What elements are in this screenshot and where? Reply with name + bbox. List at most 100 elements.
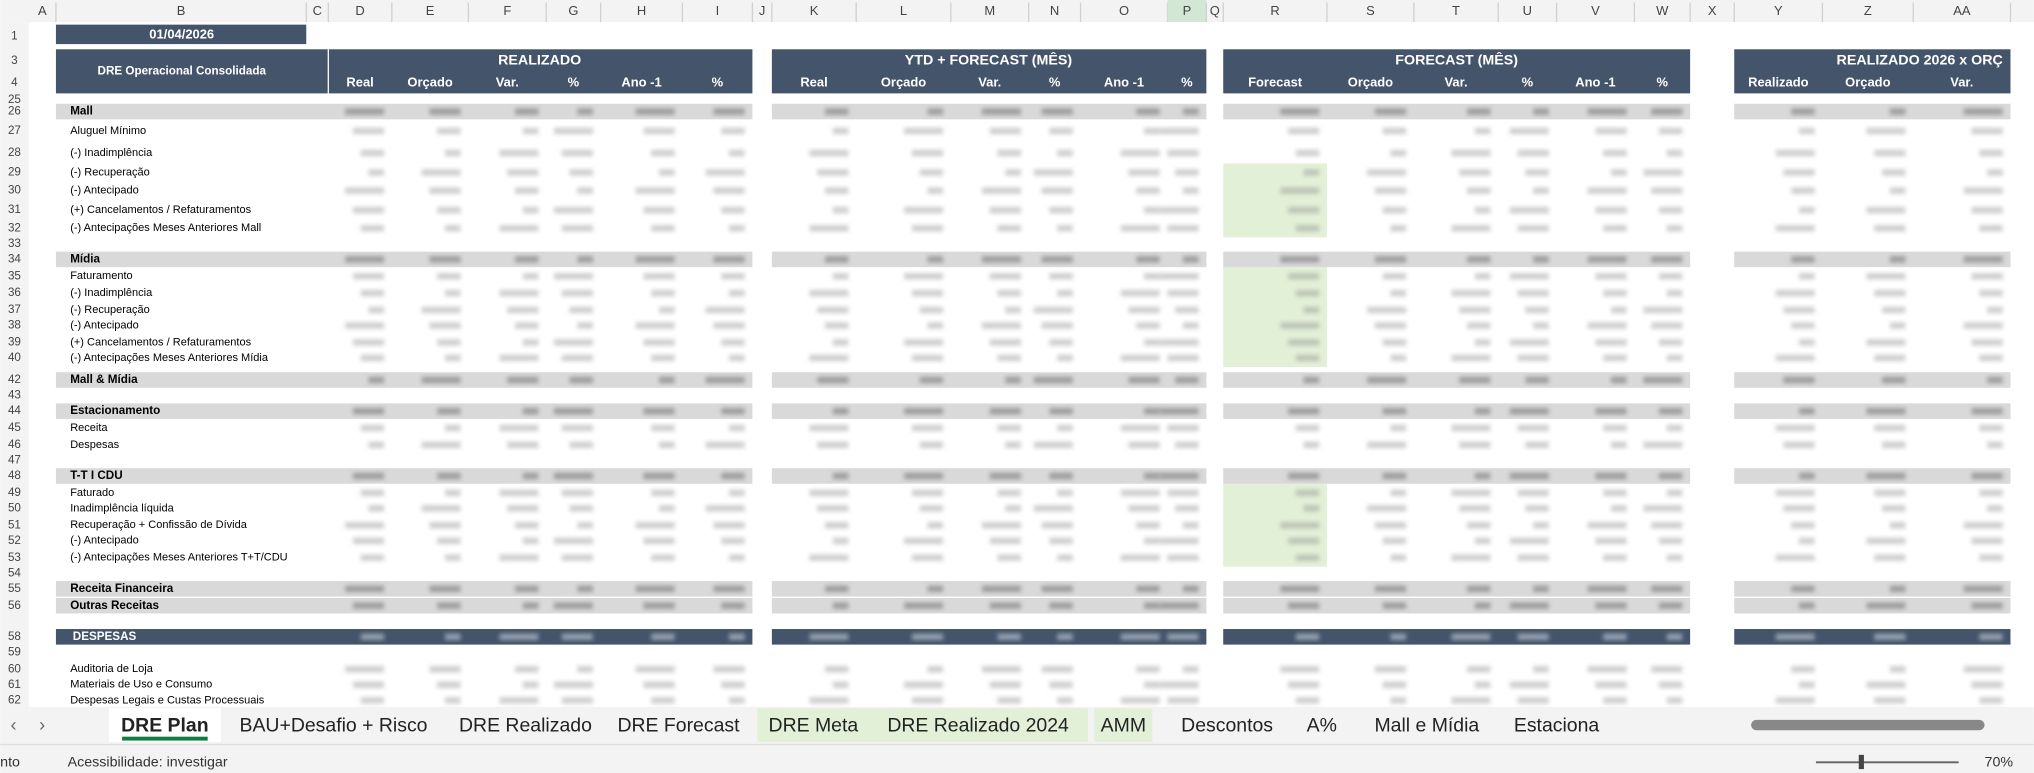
sub-header: %	[1049, 74, 1061, 89]
blurred-value	[1603, 697, 1627, 704]
blurred-value	[1033, 376, 1073, 384]
sheet-tab[interactable]: BAU+Desafio + Risco	[239, 714, 427, 736]
blurred-value	[1643, 306, 1683, 314]
blurred-value	[721, 602, 745, 609]
blurred-value	[1651, 256, 1683, 263]
sheet-tab[interactable]: DRE Forecast	[617, 714, 740, 736]
blurred-value	[1057, 149, 1073, 157]
row-number: 43	[8, 389, 21, 402]
blurred-value	[499, 633, 539, 641]
nav-prev[interactable]: ‹	[11, 715, 17, 735]
sheet-tab[interactable]: DRE Realizado	[459, 714, 592, 736]
sheet-tab[interactable]: DRE Plan	[121, 714, 208, 736]
nav-next[interactable]: ›	[39, 715, 45, 735]
blurred-value	[1159, 206, 1199, 214]
blurred-value	[1390, 633, 1407, 641]
status-zoom[interactable]: 70%	[1985, 754, 2014, 770]
blurred-value	[1183, 585, 1199, 593]
blurred-value	[1183, 665, 1199, 673]
blurred-value	[522, 407, 539, 415]
blurred-value	[911, 149, 944, 157]
header-block	[55, 49, 753, 94]
blurred-value	[997, 289, 1021, 297]
sheet-tab[interactable]: Estaciona	[1514, 714, 1600, 736]
sub-header: Var.	[1444, 74, 1467, 89]
blurred-value	[515, 187, 539, 194]
row-label: (-) Antecipações Meses Anteriores T+T/CD…	[70, 552, 287, 564]
status-accessibility[interactable]: Acessibilidade: investigar	[68, 754, 228, 770]
sheet-tab[interactable]: AMM	[1101, 714, 1146, 736]
blurred-value	[911, 633, 944, 641]
blurred-value	[1041, 585, 1073, 593]
blurred-value	[360, 424, 385, 432]
h-scrollbar[interactable]	[1751, 719, 1985, 731]
blurred-value	[352, 273, 385, 280]
blurred-value	[1057, 633, 1073, 641]
blurred-value	[1799, 273, 1815, 280]
blurred-value	[1167, 697, 1199, 704]
blurred-value	[1963, 108, 2003, 115]
blurred-value	[1874, 554, 1906, 561]
tab-bg[interactable]	[868, 708, 1088, 742]
zoom-slider[interactable]	[1815, 761, 1959, 764]
blurred-value	[1799, 206, 1815, 214]
blurred-value	[352, 127, 385, 135]
sheet-tab[interactable]: DRE Meta	[769, 714, 859, 736]
tab-bg[interactable]	[757, 708, 870, 742]
blurred-value	[1971, 206, 2003, 214]
blurred-value	[651, 149, 675, 157]
blurred-value	[1451, 149, 1491, 157]
blurred-value	[1775, 149, 1815, 157]
blurred-value	[1866, 273, 1906, 280]
blurred-value	[1374, 522, 1407, 529]
blurred-value	[1509, 273, 1549, 280]
sheet-tab[interactable]: A%	[1307, 714, 1337, 736]
blurred-value	[1159, 273, 1199, 280]
blurred-value	[809, 289, 849, 297]
zoom-thumb[interactable]	[1858, 754, 1864, 770]
tab-active[interactable]	[108, 708, 221, 742]
row-label: Auditoria de Loja	[70, 663, 154, 675]
blurred-value	[1367, 169, 1407, 176]
tab-bg[interactable]	[1094, 708, 1153, 742]
sub-header: Ano -1	[1575, 74, 1615, 89]
blurred-value	[1882, 306, 1906, 314]
row-band	[1223, 581, 1691, 597]
blurred-value	[1175, 169, 1199, 176]
blurred-value	[1595, 681, 1627, 689]
blurred-value	[705, 376, 745, 384]
blurred-value	[1041, 665, 1073, 673]
blurred-value	[1775, 554, 1815, 561]
blurred-value	[729, 554, 745, 561]
blurred-value	[522, 681, 539, 689]
row-number: 54	[8, 566, 21, 579]
blurred-value	[1517, 424, 1549, 432]
blurred-value	[1167, 149, 1199, 157]
blurred-value	[1041, 322, 1073, 329]
blurred-value	[1874, 633, 1906, 641]
blurred-value	[651, 633, 675, 641]
blurred-value	[437, 339, 461, 346]
sub-header: Orçado	[407, 74, 452, 89]
blurred-value	[515, 322, 539, 329]
blurred-value	[522, 127, 539, 135]
blurred-value	[904, 537, 944, 545]
blurred-value	[1971, 602, 2003, 609]
sheet-tab[interactable]: DRE Realizado 2024	[887, 714, 1069, 736]
blurred-value	[522, 537, 539, 545]
blurred-value	[1057, 354, 1073, 362]
blurred-value	[721, 206, 745, 214]
blurred-value	[1882, 376, 1906, 384]
column-letter: W	[1656, 3, 1669, 18]
blurred-value	[643, 127, 675, 135]
sheet-tab[interactable]: Descontos	[1181, 714, 1273, 736]
blurred-value	[1183, 322, 1199, 329]
blurred-value	[1136, 322, 1160, 329]
sheet-tab[interactable]: Mall e Mídia	[1374, 714, 1479, 736]
blurred-value	[1049, 206, 1073, 214]
blurred-value	[1288, 339, 1320, 346]
blurred-value	[1288, 681, 1320, 689]
blurred-value	[1382, 127, 1407, 135]
blurred-value	[515, 585, 539, 593]
blurred-value	[919, 306, 944, 314]
